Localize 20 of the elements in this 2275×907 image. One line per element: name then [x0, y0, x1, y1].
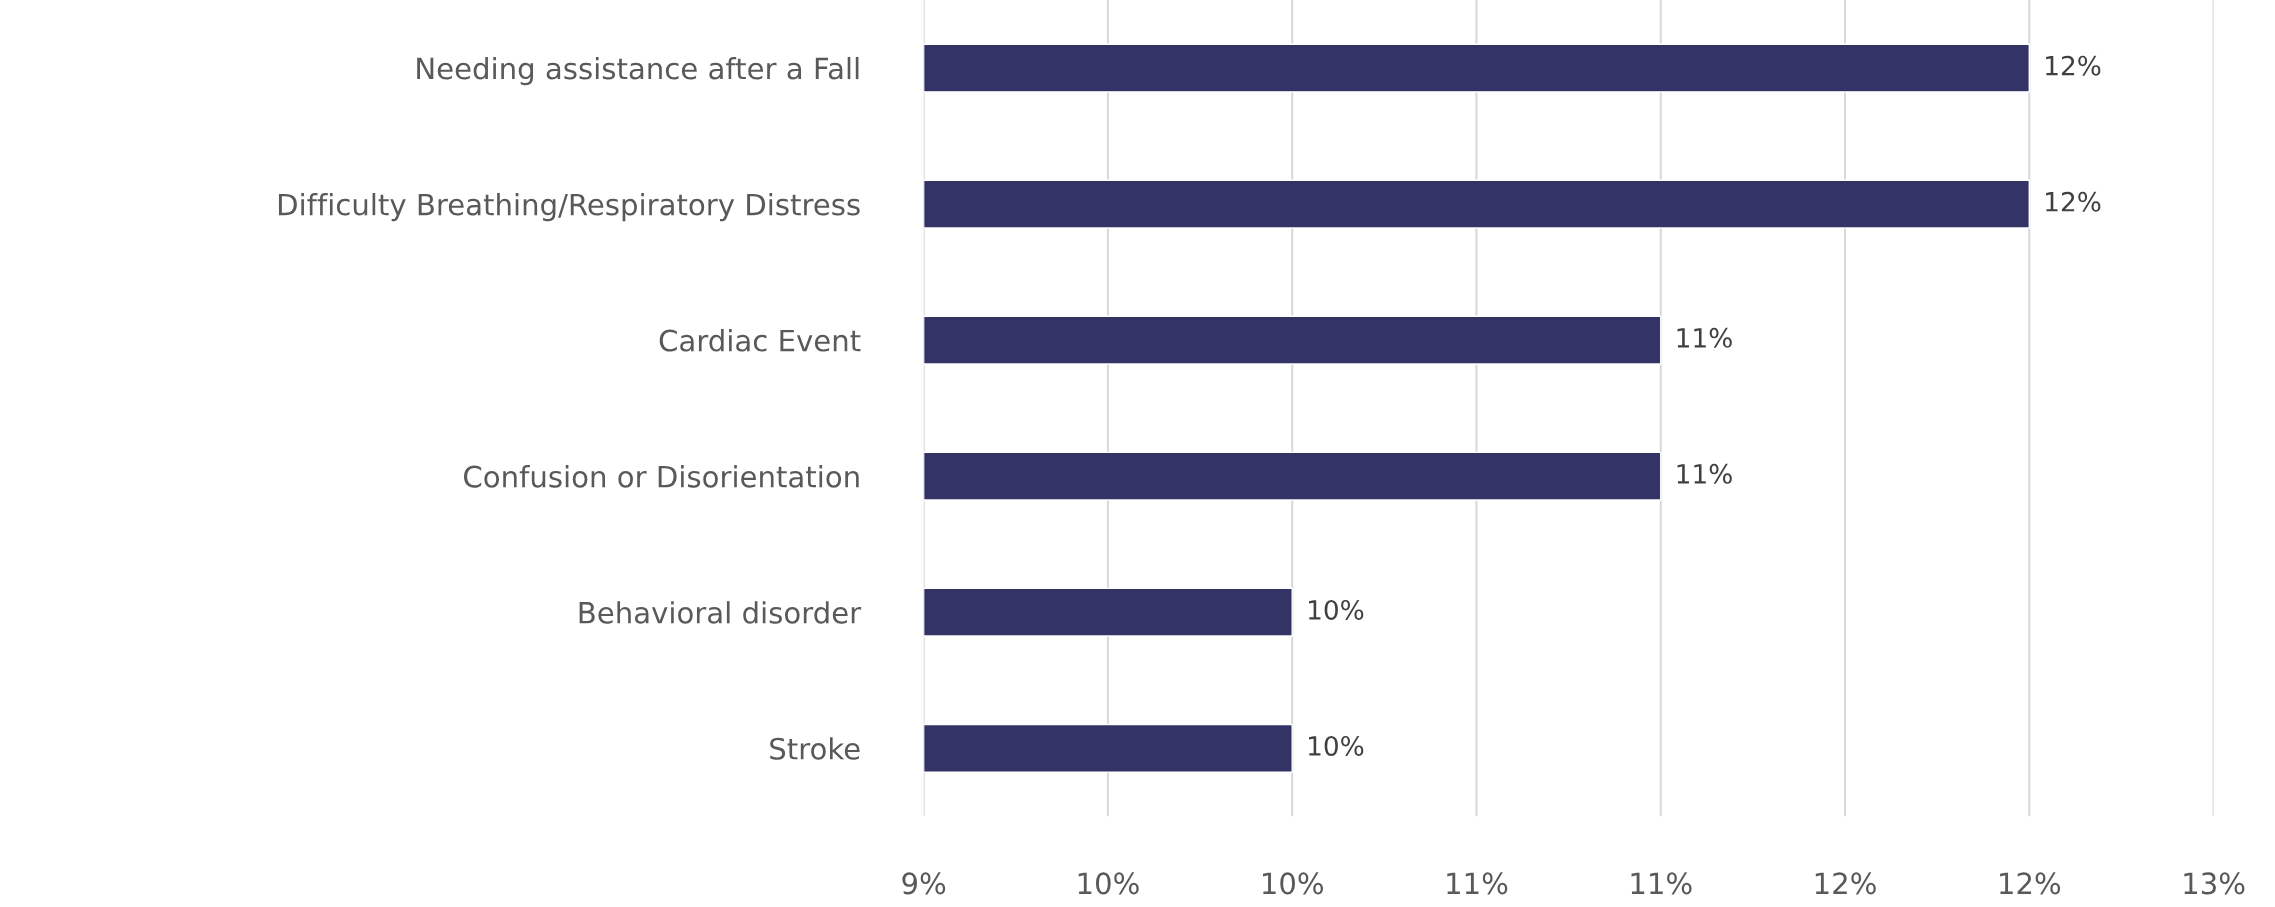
- x-tick-label: 13%: [2184, 872, 2245, 895]
- data-label: 12%: [2046, 191, 2101, 212]
- x-tick-label: 10%: [1262, 872, 1323, 895]
- y-tick-label: Stroke: [770, 737, 860, 760]
- x-tick-label: 11%: [1447, 872, 1508, 895]
- y-tick-label: Cardiac Event: [659, 329, 861, 352]
- x-tick-label: 12%: [1815, 872, 1876, 895]
- x-tick-label: 10%: [1078, 872, 1139, 895]
- x-tick-label: 11%: [1631, 872, 1692, 895]
- y-tick-label: Needing assistance after a Fall: [417, 56, 859, 86]
- y-tick-label: Difficulty Breathing/Respiratory Distress: [278, 192, 860, 222]
- data-label: 10%: [1308, 735, 1364, 756]
- y-tick-label: Behavioral disorder: [579, 601, 862, 624]
- y-tick-label: Confusion or Disorientation: [464, 465, 859, 488]
- data-label: 10%: [1308, 599, 1364, 620]
- x-tick-label: 12%: [2000, 872, 2061, 895]
- data-label: 11%: [1677, 327, 1732, 348]
- x-tick-label: 9%: [902, 872, 946, 895]
- data-label: 12%: [2046, 55, 2101, 76]
- data-label: 11%: [1677, 463, 1732, 484]
